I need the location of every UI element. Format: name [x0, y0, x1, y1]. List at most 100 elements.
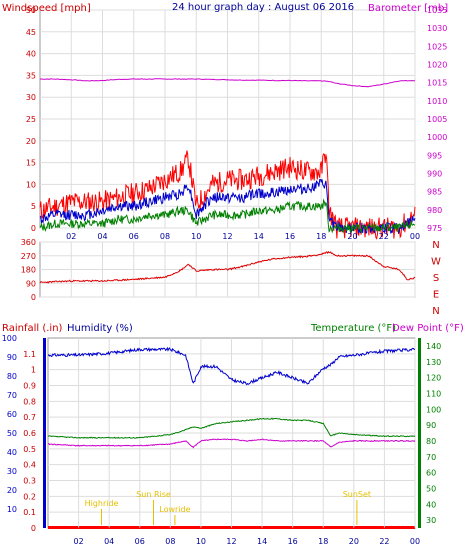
direction-tick-label: 90 [26, 279, 36, 288]
hour-tick-label: 10 [196, 537, 206, 546]
humidity-tick-label: 90 [7, 353, 17, 362]
barometer-title: Barometer [mb] [368, 3, 448, 14]
barometer-tick-label: 1025 [427, 42, 447, 51]
wind-tick-label: 30 [26, 93, 36, 102]
temperature-tick-label: 120 [426, 374, 441, 383]
humidity-temperature-panel: 0 0.1 0.2 0.3 0.4 0.5 0.6 0.7 0.8 0.9 1 1.1 10 20 30 40… [2, 334, 442, 546]
rain-tick-label: 0.6 [23, 429, 36, 438]
wind-tick-label: 15 [26, 159, 36, 168]
wind-tick-label: 35 [26, 71, 36, 80]
wind-min-line [39, 198, 416, 234]
humidity-line [47, 346, 415, 386]
hour-tick-label: 22 [379, 232, 389, 241]
humidity-tick-label: 20 [7, 486, 17, 495]
humidity-tick-label: 10 [7, 505, 17, 514]
barometer-line [40, 78, 416, 88]
annotation-label: Sun Rise [136, 490, 171, 499]
hour-tick-label: 18 [318, 537, 328, 546]
humidity-tick-label: 40 [7, 448, 17, 457]
rainfall-title: Rainfall (.in) [2, 323, 63, 334]
direction-tick-label: 360 [21, 238, 36, 247]
wind-tick-label: 50 [26, 6, 36, 15]
hour-tick-label: 18 [316, 232, 326, 241]
barometer-tick-label: 1030 [427, 24, 447, 33]
hour-tick-label: 08 [165, 537, 175, 546]
wind-max-line [39, 150, 416, 240]
wind-tick-label: 45 [26, 28, 36, 37]
hour-tick-label: 16 [288, 537, 298, 546]
barometer-tick-label: 990 [427, 170, 442, 179]
barometer-tick-label: 995 [427, 151, 442, 160]
barometer-tick-label: 1035 [427, 6, 447, 15]
hour-tick-label: 22 [379, 537, 389, 546]
hour-tick-label: 12 [226, 537, 236, 546]
temperature-tick-label: 30 [426, 516, 436, 525]
annotation-label: Lowride [159, 505, 190, 514]
rain-tick-label: 0.2 [23, 492, 36, 501]
hour-tick-label: 02 [66, 232, 76, 241]
barometer-tick-label: 975 [427, 224, 442, 233]
hour-tick-label: 14 [257, 537, 267, 546]
wind-tick-label: 10 [26, 180, 36, 189]
wind-tick-label: 40 [26, 50, 36, 59]
humidity-tick-label: 70 [7, 391, 17, 400]
rain-tick-label: 0.1 [23, 508, 36, 517]
annotation-label: SunSet [343, 490, 371, 499]
rain-tick-label: 0.5 [23, 445, 36, 454]
compass-label: S [433, 273, 439, 284]
hour-tick-label: 02 [73, 537, 83, 546]
temperature-tick-label: 70 [426, 453, 436, 462]
direction-tick-label: 270 [21, 252, 36, 261]
humidity-title: Humidity (%) [67, 323, 133, 334]
hour-tick-label: 00 [410, 232, 420, 241]
hour-tick-label: 08 [160, 232, 170, 241]
temperature-tick-label: 50 [426, 484, 436, 493]
graph-day-title: 24 hour graph day : August 06 2016 [172, 2, 354, 13]
annotation-label: Highride [85, 499, 119, 508]
hour-tick-label: 00 [410, 537, 420, 546]
rain-tick-label: 1 [31, 366, 36, 375]
wind-tick-label: 20 [26, 137, 36, 146]
wind-barometer-panel: 0510152025303540455097598098599099510001… [26, 6, 448, 241]
barometer-tick-label: 980 [427, 206, 442, 215]
dewpoint-line [47, 438, 416, 449]
hour-tick-label: 16 [285, 232, 295, 241]
hour-tick-label: 04 [97, 232, 107, 241]
barometer-tick-label: 1010 [427, 97, 447, 106]
temperature-tick-label: 60 [426, 469, 436, 478]
temperature-tick-label: 140 [426, 342, 441, 351]
wind-tick-label: 25 [26, 115, 36, 124]
temperature-tick-label: 80 [426, 437, 436, 446]
temperature-axis-bar [418, 338, 421, 528]
humidity-tick-label: 60 [7, 410, 17, 419]
rain-tick-label: 1.1 [23, 350, 36, 359]
hour-tick-label: 14 [254, 232, 264, 241]
direction-tick-label: 0 [31, 293, 36, 302]
temperature-tick-label: 40 [426, 500, 436, 509]
rain-tick-label: 0.3 [23, 477, 36, 486]
rain-tick-label: 0 [31, 524, 36, 533]
temperature-tick-label: 100 [426, 405, 441, 414]
dewpoint-title: Dew Point (°F) [392, 323, 464, 334]
barometer-tick-label: 1020 [427, 61, 447, 70]
direction-tick-label: 180 [21, 266, 36, 275]
humidity-axis-bar [43, 338, 46, 528]
barometer-tick-label: 1015 [427, 79, 447, 88]
humidity-tick-label: 30 [7, 467, 17, 476]
barometer-tick-label: 1000 [427, 133, 447, 142]
temperature-line [47, 417, 416, 439]
temperature-tick-label: 90 [426, 421, 436, 430]
hour-tick-label: 06 [129, 232, 139, 241]
temperature-title: Temperature (°F) [310, 323, 396, 334]
humidity-tick-label: 100 [2, 334, 17, 343]
rain-tick-label: 0.7 [23, 413, 36, 422]
compass-label: N [432, 240, 439, 251]
compass-label: E [433, 290, 439, 301]
hour-tick-label: 20 [347, 232, 357, 241]
barometer-tick-label: 1005 [427, 115, 447, 124]
humidity-tick-label: 50 [7, 429, 17, 438]
temperature-tick-label: 110 [426, 389, 441, 398]
compass-label: N [432, 306, 439, 317]
compass-label: W [431, 257, 441, 268]
